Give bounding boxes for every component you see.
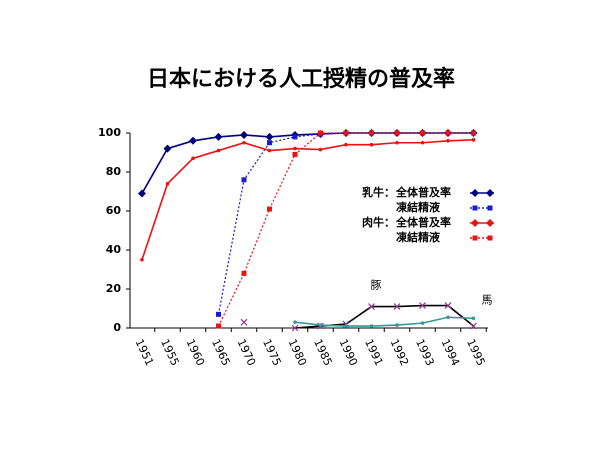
data-point: [344, 324, 348, 328]
data-point: [318, 130, 323, 136]
legend-marker: [487, 205, 493, 211]
legend-marker: [472, 205, 478, 211]
legend-marker: [486, 219, 494, 227]
series-label: 馬: [482, 293, 493, 306]
y-tick-label: 60: [106, 204, 122, 217]
data-point: [368, 303, 375, 310]
data-point: [420, 140, 425, 145]
data-point: [214, 132, 223, 141]
data-point: [318, 147, 323, 152]
x-tick-label: 1965: [209, 337, 233, 368]
data-point: [267, 206, 272, 212]
data-point: [446, 315, 450, 320]
data-point: [471, 316, 476, 321]
legend-marker: [472, 235, 478, 241]
y-tick-label: 20: [106, 282, 122, 295]
data-point: [216, 323, 221, 329]
data-point: [470, 322, 477, 330]
data-point: [293, 146, 297, 151]
series-line: [141, 132, 474, 194]
x-tick-label: 1970: [235, 337, 259, 368]
data-point: [471, 138, 476, 142]
data-point: [420, 130, 425, 136]
x-tick-label: 1975: [260, 337, 284, 368]
y-tick-label: 100: [98, 126, 121, 139]
data-point: [267, 148, 272, 153]
data-point: [318, 323, 323, 327]
data-point: [343, 130, 349, 136]
x-tick-label: 1990: [337, 337, 361, 368]
data-point: [216, 148, 221, 153]
data-point: [395, 323, 399, 327]
y-tick-label: 40: [106, 243, 122, 256]
data-point: [445, 130, 451, 136]
legend-label: 全体普及率: [395, 215, 451, 229]
data-point: [420, 321, 425, 325]
chart-title: 日本における人工授精の普及率: [147, 66, 455, 92]
y-tick-label: 0: [113, 321, 121, 334]
data-point: [394, 130, 400, 136]
y-tick-label: 80: [106, 165, 122, 178]
data-point: [241, 177, 247, 183]
data-point: [369, 324, 374, 328]
data-point: [216, 311, 221, 317]
series-line: [141, 139, 474, 261]
x-tick-label: 1980: [286, 337, 310, 368]
x-tick-label: 1960: [184, 337, 208, 368]
data-point: [292, 151, 298, 157]
data-point: [241, 270, 247, 276]
x-tick-label: 1994: [439, 337, 463, 368]
x-tick-label: 1991: [362, 337, 386, 368]
data-point: [265, 132, 274, 141]
legend-marker: [471, 189, 479, 197]
data-point: [163, 144, 172, 153]
x-tick-label: 1993: [413, 337, 437, 368]
x-tick-label: 1951: [133, 337, 157, 368]
legend-group: 乳牛：: [362, 185, 395, 199]
data-point: [293, 320, 297, 324]
series-line: [217, 132, 474, 315]
data-point: [344, 142, 348, 147]
data-point: [444, 302, 452, 309]
data-point: [140, 257, 144, 262]
data-point: [165, 181, 170, 186]
data-point: [240, 318, 248, 326]
data-point: [393, 303, 401, 310]
data-point: [138, 189, 146, 198]
data-point: [419, 302, 426, 309]
data-point: [369, 130, 374, 136]
data-point: [369, 142, 374, 147]
legend-marker: [487, 235, 493, 241]
data-point: [267, 140, 272, 146]
x-tick-label: 1985: [311, 337, 335, 368]
legend-label: 全体普及率: [395, 185, 451, 199]
x-tick-label: 1995: [464, 337, 488, 368]
data-point: [242, 140, 246, 145]
legend-marker: [471, 219, 479, 227]
data-point: [395, 140, 399, 145]
legend-marker: [486, 189, 494, 197]
series-label: 豚: [371, 279, 382, 292]
x-tick-label: 1992: [388, 337, 412, 368]
legend-label: 凍結精液: [396, 200, 441, 214]
data-point: [189, 136, 197, 145]
data-point: [291, 324, 299, 332]
legend-group: 肉牛：: [362, 215, 395, 229]
x-tick-label: 1955: [158, 337, 182, 368]
series-line: [294, 316, 474, 327]
data-point: [191, 156, 195, 161]
data-point: [446, 139, 450, 143]
data-point: [240, 130, 248, 139]
data-point: [471, 130, 476, 136]
data-point: [292, 134, 298, 140]
series-line: [217, 132, 474, 327]
legend-label: 凍結精液: [396, 230, 441, 244]
